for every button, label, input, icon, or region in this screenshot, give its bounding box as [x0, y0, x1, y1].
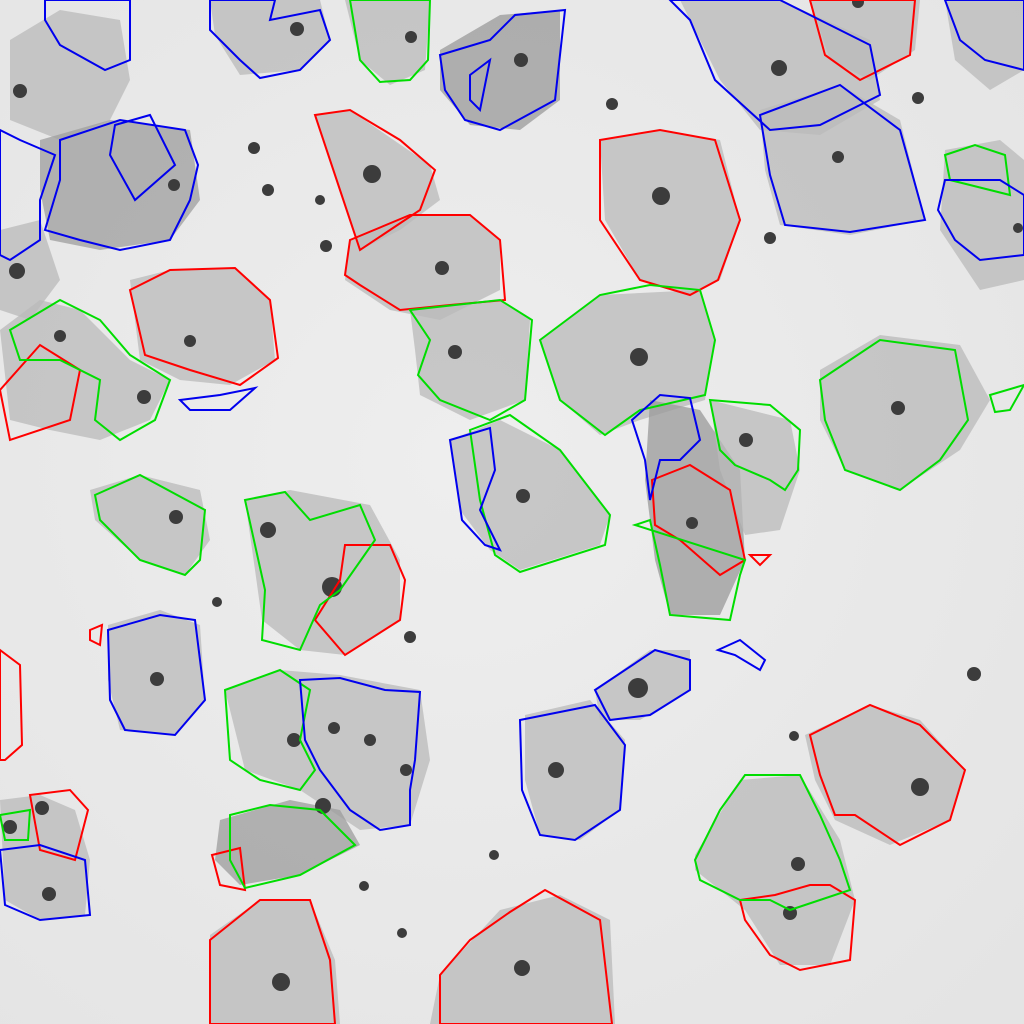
cell — [10, 10, 130, 140]
cell — [940, 140, 1024, 290]
cell — [810, 0, 920, 80]
cell — [945, 0, 1024, 90]
cell — [600, 130, 740, 295]
cell — [450, 420, 610, 570]
cell — [90, 475, 210, 575]
cell — [40, 120, 200, 250]
cell — [215, 800, 360, 885]
cell — [820, 335, 990, 490]
outlines-blue — [0, 0, 1024, 922]
cell — [0, 220, 60, 320]
cell — [0, 795, 90, 920]
cell — [430, 895, 615, 1024]
nuclei — [3, 0, 1023, 991]
cell — [0, 300, 170, 440]
cell — [345, 0, 430, 85]
cell — [210, 0, 330, 75]
cell — [540, 290, 715, 435]
cell — [345, 215, 500, 320]
cell — [805, 705, 965, 845]
cell — [210, 900, 340, 1024]
cell — [695, 775, 855, 965]
outlines-red — [0, 0, 967, 1024]
cell — [225, 670, 430, 830]
cell — [245, 490, 400, 655]
cell — [525, 700, 625, 840]
cell — [410, 300, 530, 420]
cell — [130, 268, 275, 385]
